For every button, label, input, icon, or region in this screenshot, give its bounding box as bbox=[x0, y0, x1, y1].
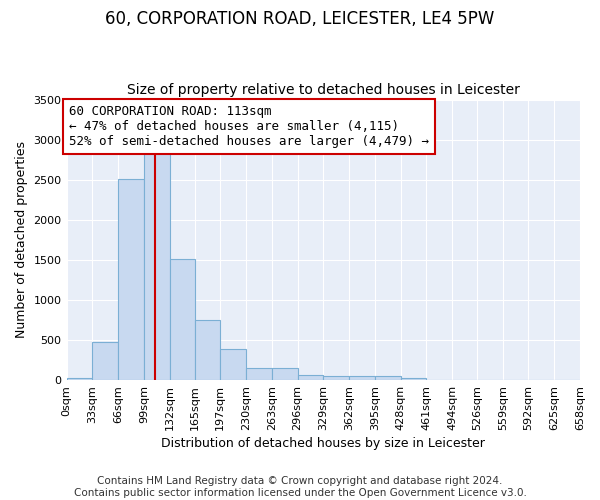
Text: Contains HM Land Registry data © Crown copyright and database right 2024.
Contai: Contains HM Land Registry data © Crown c… bbox=[74, 476, 526, 498]
Bar bbox=[118, 179, 144, 380]
Bar bbox=[220, 349, 246, 380]
Text: 60 CORPORATION ROAD: 113sqm
← 47% of detached houses are smaller (4,115)
52% of : 60 CORPORATION ROAD: 113sqm ← 47% of det… bbox=[69, 105, 429, 148]
Bar bbox=[401, 378, 426, 380]
Bar bbox=[349, 376, 375, 380]
Text: 60, CORPORATION ROAD, LEICESTER, LE4 5PW: 60, CORPORATION ROAD, LEICESTER, LE4 5PW bbox=[106, 10, 494, 28]
Bar bbox=[272, 368, 298, 380]
Bar bbox=[246, 368, 272, 380]
Bar bbox=[298, 376, 323, 380]
Bar bbox=[67, 378, 92, 380]
X-axis label: Distribution of detached houses by size in Leicester: Distribution of detached houses by size … bbox=[161, 437, 485, 450]
Bar bbox=[170, 259, 195, 380]
Bar bbox=[144, 152, 170, 380]
Bar bbox=[195, 320, 220, 380]
Y-axis label: Number of detached properties: Number of detached properties bbox=[15, 142, 28, 338]
Bar bbox=[92, 342, 118, 380]
Bar bbox=[375, 376, 401, 380]
Bar bbox=[323, 376, 349, 380]
Title: Size of property relative to detached houses in Leicester: Size of property relative to detached ho… bbox=[127, 83, 520, 97]
